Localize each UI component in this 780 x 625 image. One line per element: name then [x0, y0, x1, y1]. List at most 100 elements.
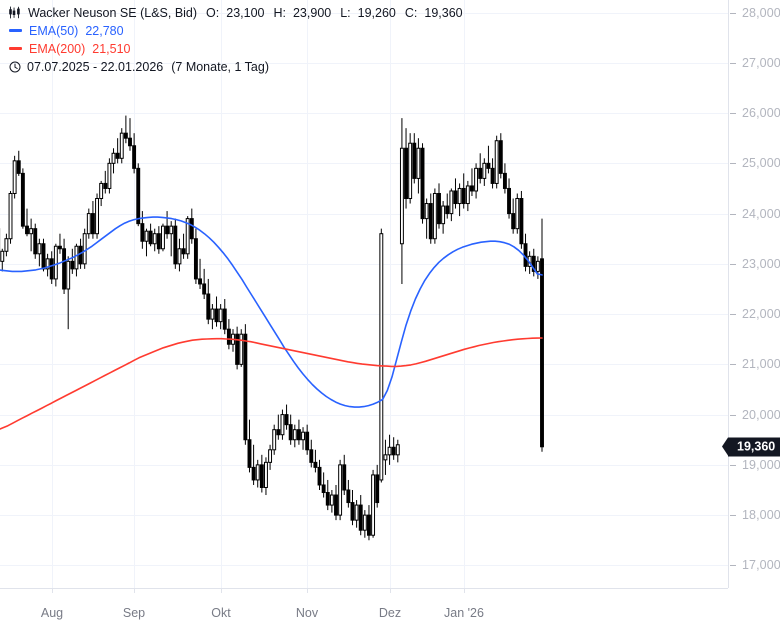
candlestick — [235, 326, 240, 370]
candlestick — [251, 444, 256, 485]
candlestick — [354, 500, 359, 528]
candlestick — [103, 170, 108, 194]
candlestick — [259, 454, 264, 493]
ema-line — [0, 337, 543, 430]
ohlc-high-value: 23,900 — [292, 5, 332, 20]
candlestick — [272, 424, 277, 455]
candlestick — [309, 439, 314, 468]
price-tick-label: 18,000 — [742, 508, 780, 523]
candlestick — [132, 133, 137, 174]
candlestick — [107, 158, 112, 194]
time-axis[interactable]: Aug Sep Okt Nov Dez Jan '26 — [0, 588, 728, 625]
candlestick — [375, 464, 380, 508]
candlestick — [111, 148, 116, 174]
candlestick — [99, 180, 104, 207]
gridline-vertical — [221, 0, 222, 588]
time-tick-mark — [390, 588, 391, 593]
legend-symbol-row[interactable]: Wacker Neuson SE (L&S, Bid) O: 23,100 H:… — [8, 4, 463, 21]
legend-ema200-row[interactable]: EMA(200) 21,510 — [8, 40, 463, 57]
candlestick — [136, 163, 141, 227]
candlestick — [399, 118, 404, 284]
gridline-vertical — [464, 0, 465, 588]
candlestick — [16, 150, 21, 176]
candlestick — [0, 248, 5, 272]
candlestick-icon — [9, 6, 20, 19]
time-axis-separator — [0, 588, 728, 589]
ema50-label: EMA(50) — [29, 23, 79, 38]
gridline-horizontal — [0, 63, 728, 64]
candlestick — [358, 495, 363, 536]
candlestick — [313, 449, 318, 473]
price-axis-separator — [728, 0, 729, 588]
candlestick — [177, 238, 182, 272]
candlestick — [371, 469, 376, 538]
date-range: 07.07.2025 - 22.01.2026 — [27, 59, 164, 74]
candlestick — [350, 490, 355, 526]
candlestick — [8, 190, 13, 244]
ohlc-close-value: 19,360 — [424, 5, 463, 20]
candlestick — [148, 223, 153, 247]
ohlc-open-key: O: — [206, 5, 220, 20]
candlestick — [264, 457, 268, 496]
gridline-horizontal — [0, 415, 728, 416]
candlestick — [152, 228, 157, 252]
candlestick — [33, 223, 38, 259]
gridline-vertical — [134, 0, 135, 588]
candlestick — [486, 145, 491, 174]
ohlc-low-value: 19,260 — [357, 5, 396, 20]
price-tick-label: 22,000 — [742, 307, 780, 322]
candlestick — [222, 299, 227, 335]
last-price-badge: 19,360 — [722, 437, 780, 457]
candlestick — [490, 158, 495, 189]
symbol-name: Wacker Neuson SE (L&S, Bid) — [28, 5, 198, 20]
price-tick-mark — [730, 364, 736, 365]
candlestick — [317, 459, 322, 490]
candlestick — [531, 248, 536, 277]
gridline-horizontal — [0, 264, 728, 265]
ema200-value: 21,510 — [92, 41, 131, 56]
candlestick — [206, 278, 211, 325]
gridline-horizontal — [0, 314, 728, 315]
ema200-label: EMA(200) — [29, 41, 86, 56]
candlestick — [255, 459, 260, 488]
candlestick — [470, 168, 474, 196]
candlestick — [449, 188, 454, 222]
range-detail: (7 Monate, 1 Tag) — [171, 59, 269, 74]
candlestick — [70, 248, 75, 274]
price-tick-label: 25,000 — [742, 156, 780, 171]
candlestick — [445, 193, 450, 219]
ohlc-high-key: H: — [273, 5, 286, 20]
gridline-vertical — [307, 0, 308, 588]
candlestick — [41, 238, 46, 272]
candlestick — [119, 128, 124, 164]
candlestick — [305, 424, 310, 455]
candlestick — [453, 178, 458, 209]
candlestick — [140, 211, 145, 249]
candlestick — [123, 115, 128, 144]
candlestick — [437, 183, 441, 229]
candlestick — [441, 201, 446, 234]
price-tick-label: 24,000 — [742, 206, 780, 221]
price-tick-mark — [730, 465, 736, 466]
legend-range-row[interactable]: 07.07.2025 - 22.01.2026 (7 Monate, 1 Tag… — [8, 58, 463, 75]
gridline-vertical — [390, 0, 391, 588]
chart-legend: Wacker Neuson SE (L&S, Bid) O: 23,100 H:… — [8, 4, 463, 75]
candlestick — [482, 158, 487, 186]
candlestick — [202, 268, 207, 300]
gridline-horizontal — [0, 13, 728, 14]
candlestick — [173, 218, 178, 269]
candlestick — [95, 193, 99, 239]
time-tick-label: Dez — [378, 606, 402, 620]
time-tick-label: Jan '26 — [444, 606, 484, 620]
candlestick — [288, 414, 293, 445]
candlestick — [243, 324, 248, 445]
candlestick — [519, 190, 524, 249]
gridline-horizontal — [0, 465, 728, 466]
candlestick — [416, 138, 421, 194]
candlestick — [247, 419, 252, 473]
candlestick — [214, 296, 219, 327]
price-axis[interactable]: 28,000 27,000 26,000 25,000 24,000 23,000 22,0… — [728, 0, 780, 588]
candlestick — [284, 404, 289, 430]
plot-area[interactable] — [0, 0, 728, 588]
legend-ema50-row[interactable]: EMA(50) 22,780 — [8, 22, 463, 39]
